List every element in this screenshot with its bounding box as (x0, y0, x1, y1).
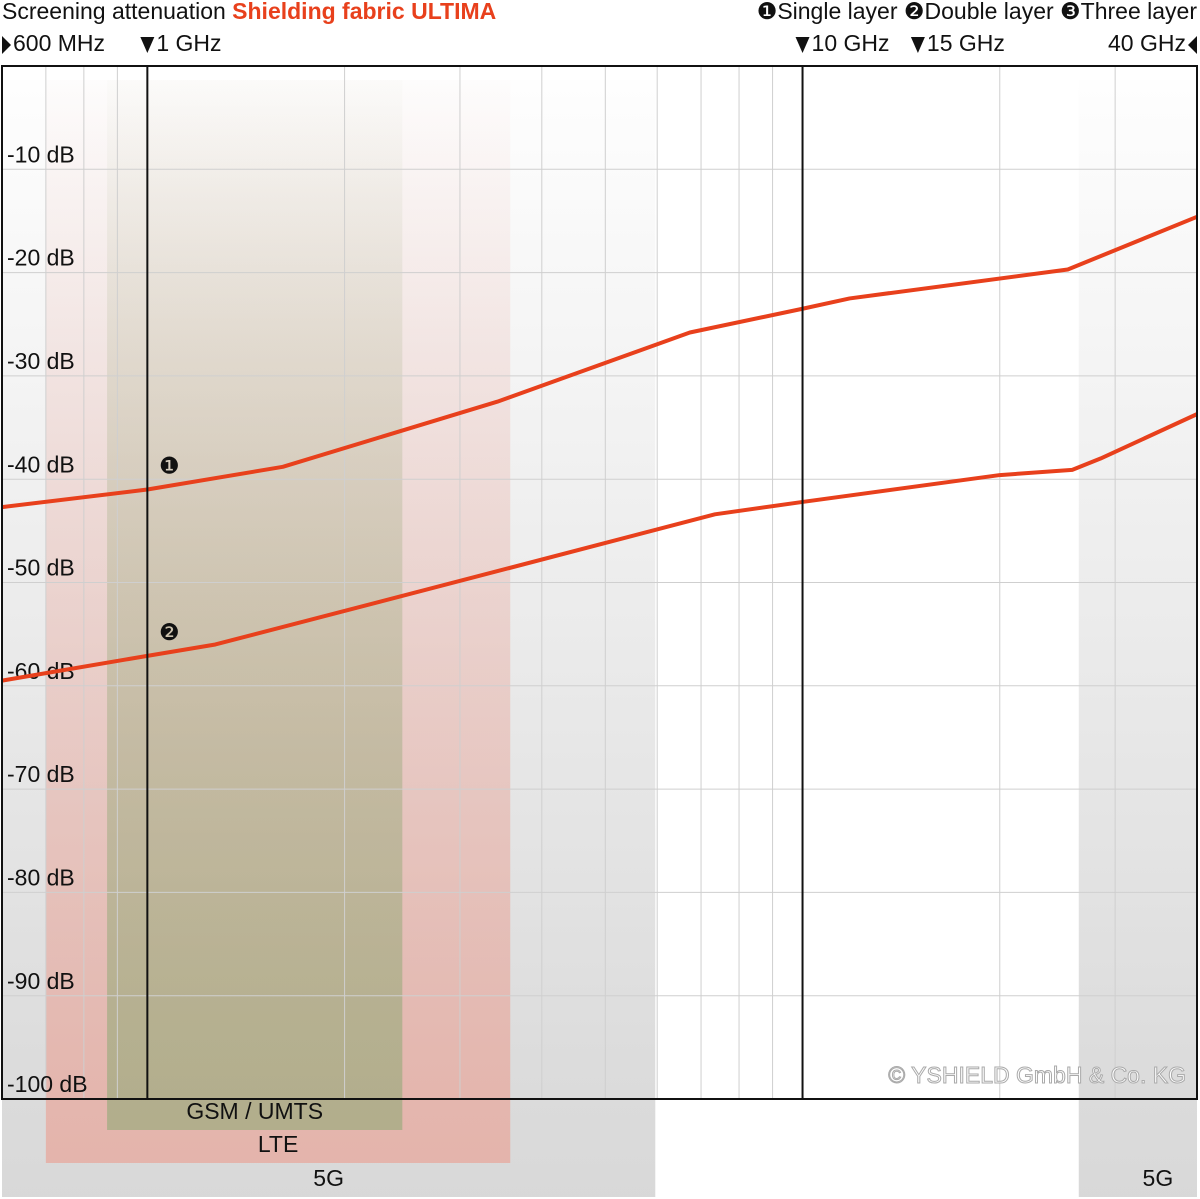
legend-marker: ❷ (904, 0, 925, 24)
y-tick-label: -90 dB (7, 968, 75, 994)
band (107, 80, 403, 1130)
band-label: LTE (258, 1131, 298, 1157)
x-tick-label: 15 GHz (927, 30, 1005, 56)
legend-label: Double layer (925, 0, 1054, 24)
series-line (1, 214, 1198, 510)
subtitle: Shielding fabric ULTIMA (232, 0, 496, 24)
legend-marker: ❸ (1060, 0, 1081, 24)
title: Screening attenuation (2, 0, 226, 24)
band-label: 5G (1143, 1165, 1174, 1191)
y-tick-label: -70 dB (7, 761, 75, 787)
series-marker: ❷ (159, 619, 180, 645)
y-tick-label: -50 dB (7, 555, 75, 581)
band (1078, 80, 1197, 1197)
legend-label: Three layer (1081, 0, 1198, 24)
y-tick-label: -80 dB (7, 864, 75, 890)
band-label: GSM / UMTS (186, 1098, 323, 1124)
legend-marker: ❶ (757, 0, 778, 24)
x-tick-marker (1188, 36, 1197, 54)
y-tick-label: -30 dB (7, 348, 75, 374)
series-line (1, 412, 1198, 683)
x-tick-label: 10 GHz (812, 30, 890, 56)
y-tick-label: -10 dB (7, 141, 75, 167)
legend: ❶Single layer ❷Double layer ❸Three layer (757, 0, 1198, 24)
x-tick-marker (2, 36, 11, 54)
x-tick-marker (910, 37, 925, 53)
x-tick-label: 600 MHz (13, 30, 105, 56)
x-tick-marker (140, 37, 155, 53)
plot-frame (1, 65, 1198, 1100)
y-tick-label: -20 dB (7, 245, 75, 271)
x-tick-label: 40 GHz (1108, 30, 1186, 56)
y-tick-label: -40 dB (7, 451, 75, 477)
legend-label: Single layer (777, 0, 898, 24)
band-label: 5G (313, 1165, 344, 1191)
copyright: © YSHIELD GmbH & Co. KG (888, 1062, 1186, 1088)
x-tick-label: 1 GHz (156, 30, 221, 56)
x-tick-marker (795, 37, 810, 53)
chart-title: Screening attenuation Shielding fabric U… (2, 0, 496, 24)
y-tick-label: -100 dB (7, 1071, 88, 1097)
series-marker: ❶ (159, 453, 180, 479)
